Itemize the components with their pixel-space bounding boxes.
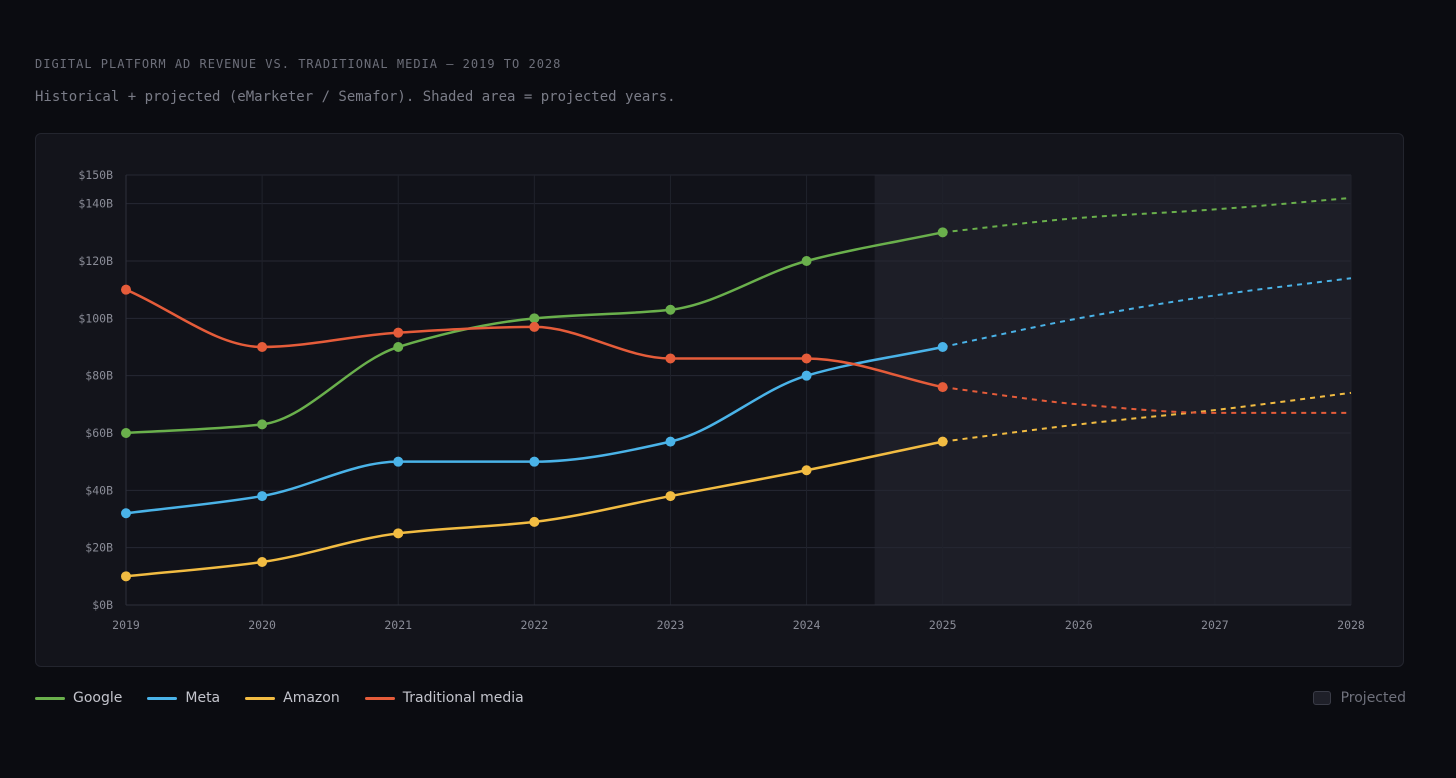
data-point-meta[interactable]: [393, 456, 404, 467]
data-point-amazon[interactable]: [529, 516, 540, 527]
y-tick-label: $60B: [85, 426, 113, 440]
legend-swatch: [364, 696, 395, 700]
x-tick-label: 2027: [1201, 618, 1229, 632]
legend-swatch: [35, 696, 65, 700]
legend-label: Amazon: [283, 690, 340, 706]
data-point-traditional-media[interactable]: [937, 382, 948, 393]
projected-swatch: [1312, 691, 1331, 705]
legend-item-meta[interactable]: Meta: [147, 690, 220, 706]
y-tick-label: $120B: [78, 254, 113, 268]
data-point-google[interactable]: [937, 227, 948, 238]
data-point-google[interactable]: [257, 419, 268, 430]
legend-label: Google: [73, 690, 123, 706]
chart-panel: $0B $20B $40B $60B $80B $100B $120B $140B $150B 2…: [35, 133, 1404, 667]
projected-region: [874, 175, 1351, 605]
data-point-amazon[interactable]: [801, 465, 812, 476]
data-point-google[interactable]: [529, 313, 540, 324]
legend-item-google[interactable]: Google: [35, 690, 122, 706]
x-tick-label: 2020: [248, 618, 276, 632]
data-point-google[interactable]: [121, 428, 131, 438]
x-tick-label: 2022: [520, 618, 548, 632]
data-point-google[interactable]: [801, 256, 812, 266]
x-tick-label: 2025: [929, 618, 957, 632]
chart-subtitle: Historical + projected (eMarketer / Sema…: [35, 89, 676, 105]
data-point-amazon[interactable]: [121, 571, 131, 582]
legend-label: Meta: [185, 690, 221, 706]
data-point-amazon[interactable]: [257, 557, 268, 567]
legend-item-amazon[interactable]: Amazon: [245, 690, 340, 706]
series-projection-amazon: [942, 391, 1352, 443]
x-tick-label: 2028: [1337, 618, 1365, 632]
data-point-google[interactable]: [393, 342, 404, 352]
data-point-amazon[interactable]: [937, 436, 948, 447]
y-tick-label: $20B: [85, 541, 113, 555]
line-chart: $0B $20B $40B $60B $80B $100B $120B $140B $150B 2…: [78, 168, 1365, 632]
data-point-meta[interactable]: [937, 342, 948, 352]
series-projection-traditional-media: [942, 386, 1351, 414]
data-point-traditional-media[interactable]: [529, 321, 540, 332]
y-tick-label: $140B: [78, 197, 113, 211]
projected-label: Projected: [1340, 690, 1406, 706]
legend-item-traditional-media[interactable]: Traditional media: [364, 690, 524, 706]
y-tick-label: $80B: [85, 369, 113, 383]
x-tick-label: 2023: [657, 618, 685, 632]
data-point-traditional-media[interactable]: [393, 327, 404, 338]
data-point-meta[interactable]: [529, 456, 540, 467]
data-point-traditional-media[interactable]: [665, 353, 676, 364]
chart-legend: Google Meta Amazon Traditional media: [35, 688, 549, 708]
chart-title: DIGITAL PLATFORM AD REVENUE VS. TRADITIO…: [35, 57, 562, 71]
data-point-traditional-media[interactable]: [257, 342, 268, 352]
x-tick-label: 2024: [793, 618, 821, 632]
data-point-meta[interactable]: [665, 436, 676, 447]
data-point-traditional-media[interactable]: [801, 353, 812, 364]
x-tick-label: 2019: [112, 618, 140, 632]
y-tick-label: $100B: [78, 311, 113, 325]
legend-projected: Projected: [1312, 688, 1406, 708]
series-projection-google: [942, 196, 1352, 234]
legend-swatch: [245, 696, 276, 700]
x-tick-label: 2026: [1065, 618, 1093, 632]
data-point-meta[interactable]: [801, 370, 812, 381]
data-point-amazon[interactable]: [393, 528, 404, 539]
data-point-meta[interactable]: [257, 491, 268, 502]
y-tick-label: $150B: [78, 168, 113, 182]
y-tick-label: $40B: [85, 483, 113, 497]
data-point-amazon[interactable]: [665, 491, 676, 502]
legend-label: Traditional media: [402, 690, 524, 706]
x-tick-label: 2021: [384, 618, 412, 632]
y-tick-label: $0B: [92, 598, 113, 612]
legend-swatch: [147, 696, 178, 700]
data-point-google[interactable]: [665, 304, 676, 315]
data-point-traditional-media[interactable]: [121, 284, 131, 295]
data-point-meta[interactable]: [121, 508, 131, 519]
